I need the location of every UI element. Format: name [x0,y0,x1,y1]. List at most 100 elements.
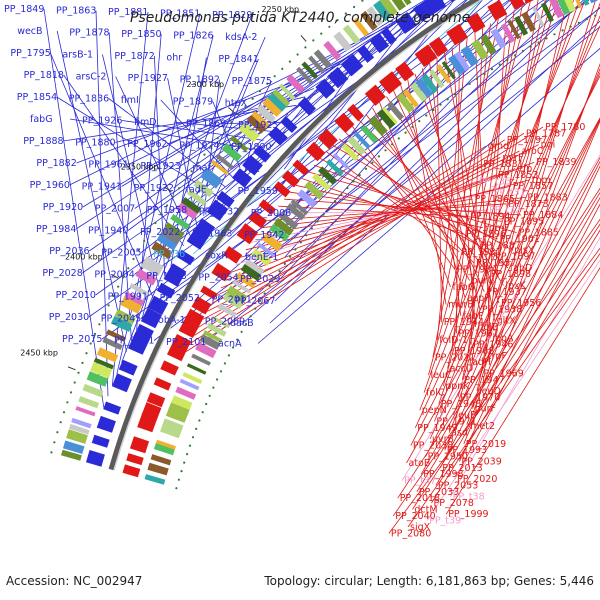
cog-category-block [160,423,182,439]
forward-gene-label: PP_1963 [192,229,232,240]
reverse-leader-line [472,0,596,409]
gc-dot [310,227,313,230]
cog-category-block [165,222,185,238]
gc-dot [514,54,517,57]
reverse-leader-line [457,0,574,398]
cog-category-block [75,406,96,417]
forward-cds-arrow [133,323,154,343]
cog-category-block [251,110,270,129]
forward-gene-label: PP_1932 [199,207,239,218]
gc-dot [418,120,421,123]
forward-gene-label: fabG [30,114,53,125]
gc-dot [361,0,364,2]
reverse-leader-line [431,229,600,504]
reverse-gene-label: asd [451,428,468,439]
cog-category-block [235,272,257,289]
gc-dot [258,90,261,93]
reverse-gene-label: gltX [497,316,516,327]
cog-category-block [532,7,545,27]
cog-category-block [318,166,337,185]
gc-dot [132,257,135,261]
reverse-cds-arrow [146,392,166,408]
gc-dot [312,39,315,42]
reverse-gene-label: PP_1957 [476,258,516,269]
gc-dot [59,421,62,424]
gc-dot [371,161,374,164]
gc-dot [340,193,343,196]
forward-cds-arrow [156,282,176,299]
forward-cds-arrow [280,116,298,133]
forward-gene-label: PP_1875 [232,76,272,87]
forward-gene-label: PP_1984 [36,224,76,235]
cog-category-block [501,22,516,43]
cog-category-block [171,395,193,410]
forward-gene-label: maf [192,163,211,174]
cog-category-block [521,11,536,32]
cog-category-block [86,371,109,387]
cog-category-block [177,202,198,220]
cog-category-block [304,181,324,200]
cog-category-block [278,212,299,230]
kbp-label: 2400 kbp [65,253,103,262]
reverse-leader-line [442,0,553,387]
reverse-leader-line [445,267,600,515]
cog-category-block [144,474,166,485]
kbp-label: 2350 kbp [121,163,159,172]
forward-gene-label: PP_1881 [108,7,148,18]
gc-dot [216,378,219,381]
reverse-gene-label: PP_1948 [441,399,481,410]
gc-dot [254,307,257,310]
cog-category-block [110,315,133,332]
gc-dot [577,21,580,24]
cog-category-block [244,258,265,275]
forward-leader-line [95,10,109,397]
reverse-cds-arrow [281,170,300,188]
kbp-tick [110,273,119,279]
reverse-gene-label: atoB [409,458,431,469]
gc-dot [561,29,564,32]
cog-category-block [347,136,366,156]
cog-category-block [471,39,489,61]
reverse-leader-line [406,117,600,464]
reverse-leader-line [345,132,475,264]
forward-gene-label: PP_2005 [101,248,141,259]
reverse-gene-label: pepN [422,405,447,416]
reverse-gene-label: purF [475,404,496,415]
cog-category-block [251,248,272,266]
reverse-leader-line [307,171,517,233]
reverse-leader-line [432,18,499,358]
reverse-gene-label: PP_2020 [457,474,497,485]
gc-dot [107,304,110,307]
forward-gene-label: PP_1958 [147,205,187,216]
cog-category-block [93,357,114,370]
cog-category-block [332,152,350,170]
forward-leader-line [56,96,219,197]
gc-dot [219,370,223,373]
forward-leader-line [121,120,264,141]
reverse-leader-line [245,185,511,251]
reverse-leader-line [189,133,525,344]
forward-cds-arrow [163,263,187,287]
reverse-leader-line [185,126,544,352]
gc-dot [404,131,407,134]
reverse-gene-label: tpm [532,175,551,186]
reverse-leader-line [429,71,600,440]
forward-gene-label: PP_2022 [140,227,180,238]
reverse-leader-line [426,259,600,521]
reverse-leader-line [423,0,559,393]
gc-dot [397,137,400,140]
reverse-gene-label: PP_1887 [480,240,520,251]
reverse-gene-label: murB [448,300,474,311]
reverse-leader-line [461,0,546,380]
reverse-leader-line [256,198,473,236]
forward-leader-line [88,0,452,252]
gc-dot [178,187,181,190]
gc-dot [328,206,331,209]
cog-category-block [290,199,309,216]
cog-category-block [129,283,149,297]
forward-cds-arrow [450,0,456,3]
cog-category-block [66,429,88,444]
reverse-cds-arrow [414,44,438,67]
reverse-cds-arrow [200,285,218,300]
